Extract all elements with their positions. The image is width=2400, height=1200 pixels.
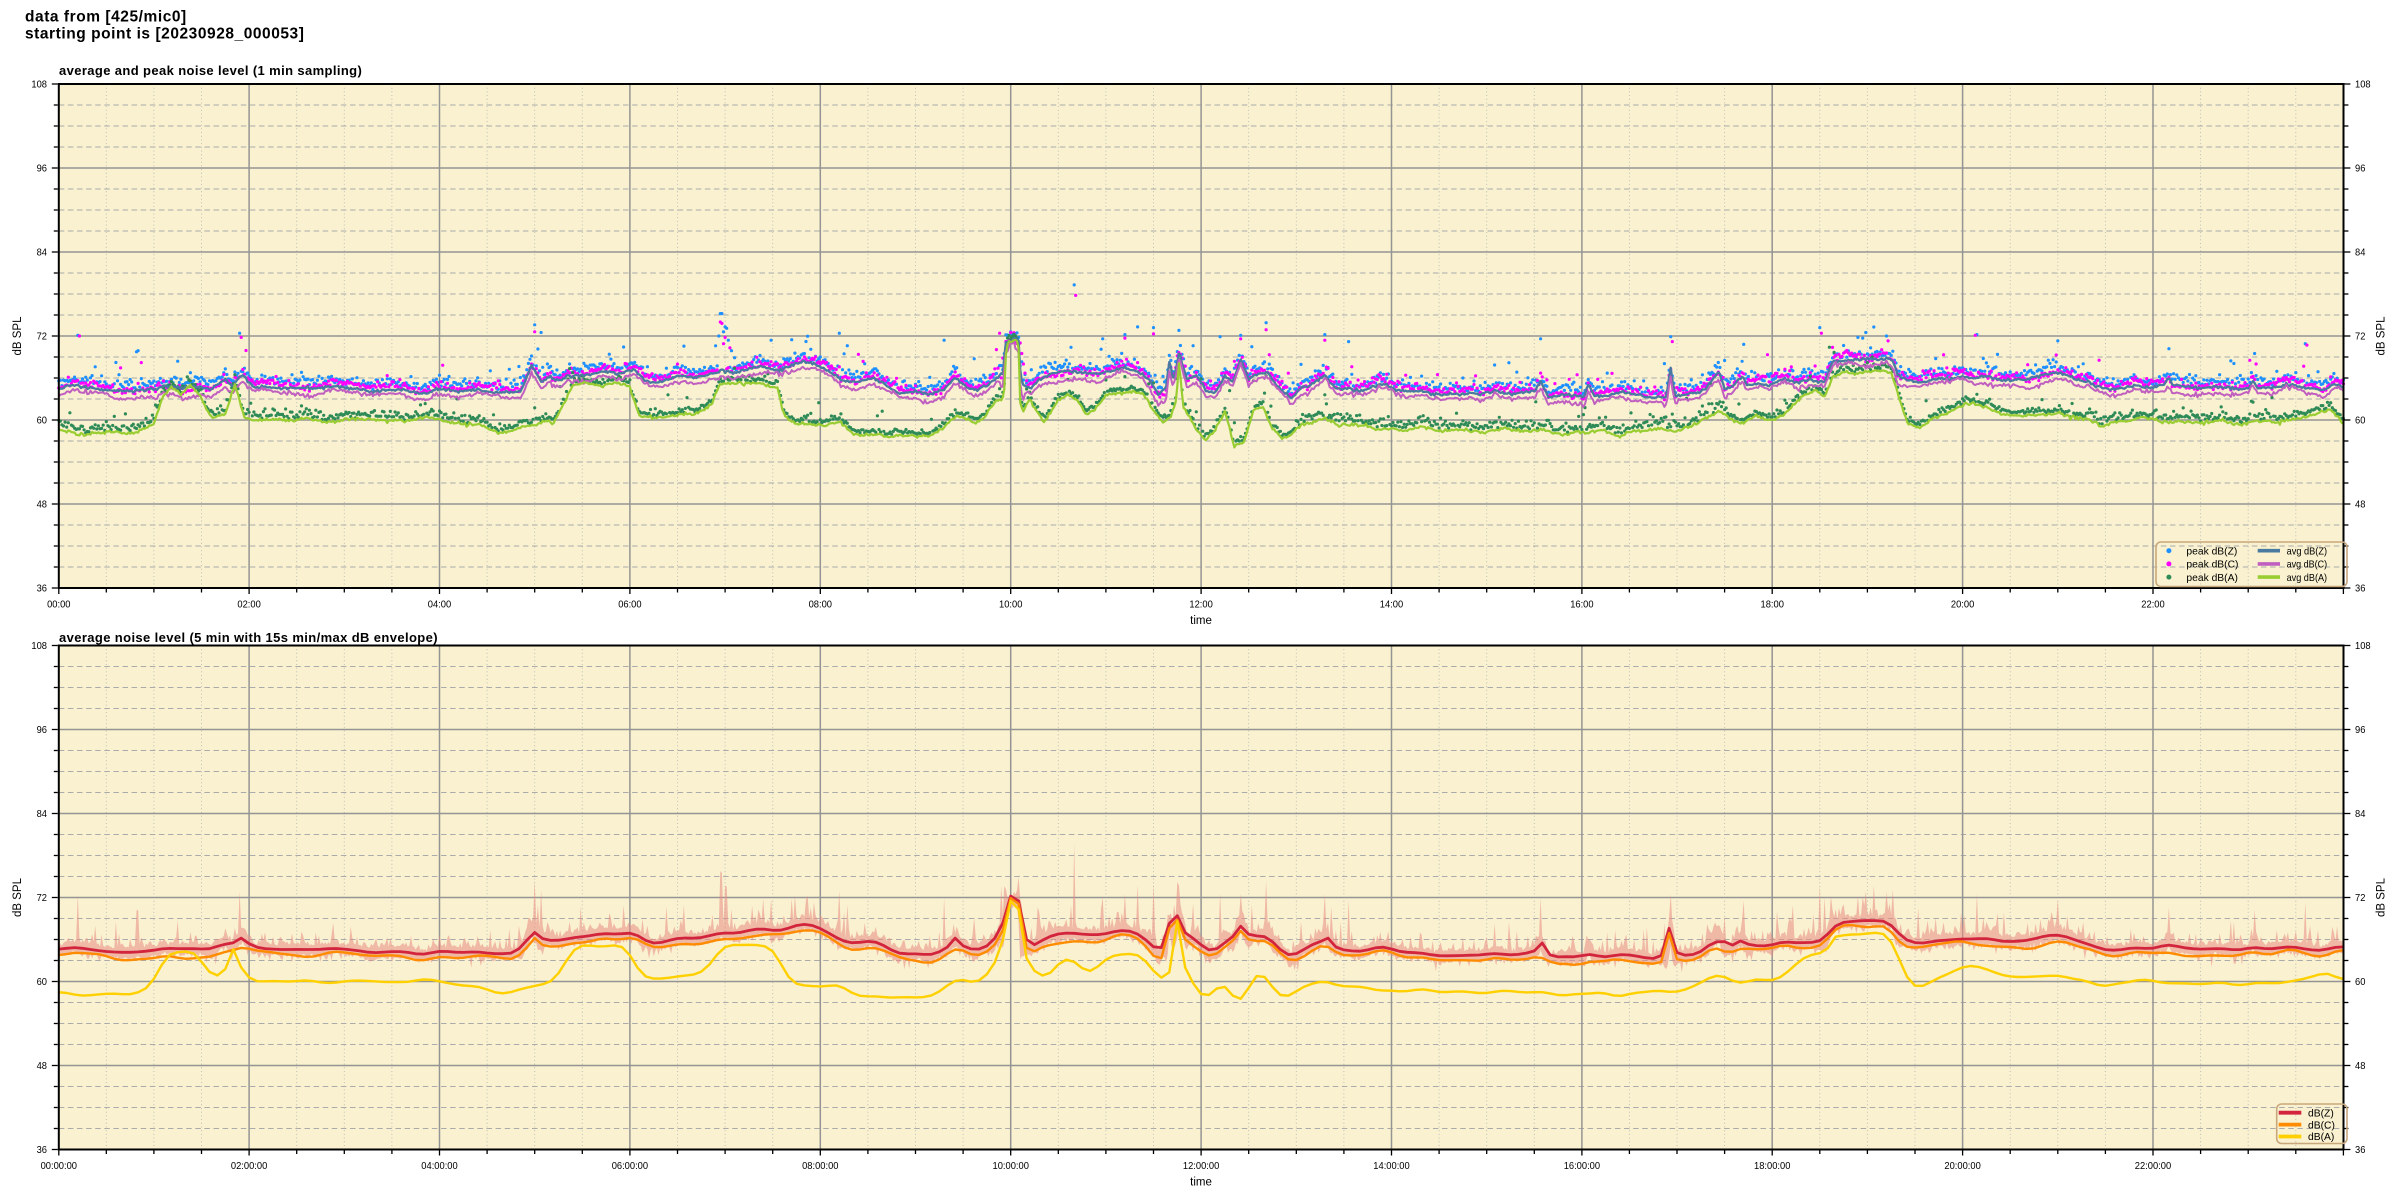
- svg-text:starting point is [20230928_00: starting point is [20230928_000053]: [25, 25, 304, 42]
- svg-text:peak dB(Z): peak dB(Z): [2186, 546, 2237, 557]
- svg-text:peak dB(C): peak dB(C): [2186, 560, 2238, 571]
- svg-text:48: 48: [37, 1061, 48, 1072]
- svg-text:96: 96: [37, 725, 48, 736]
- svg-text:12:00: 12:00: [1189, 599, 1213, 610]
- svg-text:08:00:00: 08:00:00: [802, 1161, 839, 1172]
- svg-text:96: 96: [37, 164, 48, 175]
- svg-text:dB SPL: dB SPL: [12, 877, 24, 917]
- svg-text:48: 48: [2355, 500, 2366, 511]
- svg-text:36: 36: [2355, 1145, 2366, 1156]
- svg-text:108: 108: [31, 80, 47, 91]
- svg-text:00:00: 00:00: [47, 599, 71, 610]
- svg-text:06:00: 06:00: [618, 599, 642, 610]
- svg-text:average and peak noise level (: average and peak noise level (1 min samp…: [59, 63, 362, 78]
- svg-text:average noise level (5 min wit: average noise level (5 min with 15s min/…: [59, 630, 438, 645]
- svg-text:60: 60: [37, 416, 48, 427]
- svg-text:08:00: 08:00: [809, 599, 833, 610]
- svg-text:96: 96: [2355, 725, 2366, 736]
- svg-text:dB SPL: dB SPL: [2376, 877, 2388, 917]
- svg-text:48: 48: [37, 500, 48, 511]
- svg-text:96: 96: [2355, 164, 2366, 175]
- svg-text:peak dB(A): peak dB(A): [2186, 573, 2238, 584]
- svg-text:36: 36: [2355, 584, 2366, 595]
- svg-text:60: 60: [2355, 977, 2366, 988]
- svg-text:84: 84: [2355, 248, 2366, 259]
- svg-text:dB(Z): dB(Z): [2308, 1108, 2334, 1119]
- svg-text:02:00:00: 02:00:00: [231, 1161, 268, 1172]
- svg-text:16:00:00: 16:00:00: [1564, 1161, 1601, 1172]
- svg-text:avg dB(C): avg dB(C): [2287, 560, 2328, 571]
- svg-text:time: time: [1190, 615, 1212, 627]
- svg-text:06:00:00: 06:00:00: [612, 1161, 649, 1172]
- svg-text:dB(C): dB(C): [2308, 1120, 2335, 1131]
- svg-text:84: 84: [37, 248, 48, 259]
- svg-text:60: 60: [2355, 416, 2366, 427]
- svg-text:14:00: 14:00: [1380, 599, 1404, 610]
- svg-text:18:00:00: 18:00:00: [1754, 1161, 1791, 1172]
- svg-text:time: time: [1190, 1177, 1212, 1189]
- svg-text:dB(A): dB(A): [2308, 1132, 2334, 1143]
- svg-text:108: 108: [31, 641, 47, 652]
- svg-text:avg dB(Z): avg dB(Z): [2287, 546, 2328, 557]
- svg-text:72: 72: [37, 893, 48, 904]
- svg-text:dB SPL: dB SPL: [12, 316, 24, 356]
- svg-text:20:00:00: 20:00:00: [1944, 1161, 1981, 1172]
- svg-text:20:00: 20:00: [1951, 599, 1975, 610]
- svg-text:48: 48: [2355, 1061, 2366, 1072]
- svg-text:84: 84: [37, 809, 48, 820]
- svg-text:72: 72: [2355, 332, 2366, 343]
- svg-text:36: 36: [37, 1145, 48, 1156]
- svg-text:108: 108: [2355, 641, 2371, 652]
- svg-text:04:00: 04:00: [428, 599, 452, 610]
- svg-text:00:00:00: 00:00:00: [41, 1161, 78, 1172]
- svg-text:04:00:00: 04:00:00: [421, 1161, 458, 1172]
- svg-text:36: 36: [37, 584, 48, 595]
- svg-text:72: 72: [2355, 893, 2366, 904]
- svg-text:14:00:00: 14:00:00: [1373, 1161, 1410, 1172]
- svg-text:16:00: 16:00: [1570, 599, 1594, 610]
- svg-text:avg dB(A): avg dB(A): [2287, 573, 2328, 584]
- svg-text:18:00: 18:00: [1761, 599, 1785, 610]
- svg-text:22:00: 22:00: [2141, 599, 2165, 610]
- svg-text:10:00:00: 10:00:00: [993, 1161, 1030, 1172]
- svg-text:22:00:00: 22:00:00: [2135, 1161, 2172, 1172]
- svg-text:10:00: 10:00: [999, 599, 1023, 610]
- svg-text:12:00:00: 12:00:00: [1183, 1161, 1220, 1172]
- svg-text:84: 84: [2355, 809, 2366, 820]
- svg-text:dB SPL: dB SPL: [2376, 316, 2388, 356]
- svg-text:60: 60: [37, 977, 48, 988]
- svg-text:72: 72: [37, 332, 48, 343]
- svg-text:108: 108: [2355, 80, 2371, 91]
- svg-text:data from [425/mic0]: data from [425/mic0]: [25, 9, 187, 26]
- svg-text:02:00: 02:00: [237, 599, 261, 610]
